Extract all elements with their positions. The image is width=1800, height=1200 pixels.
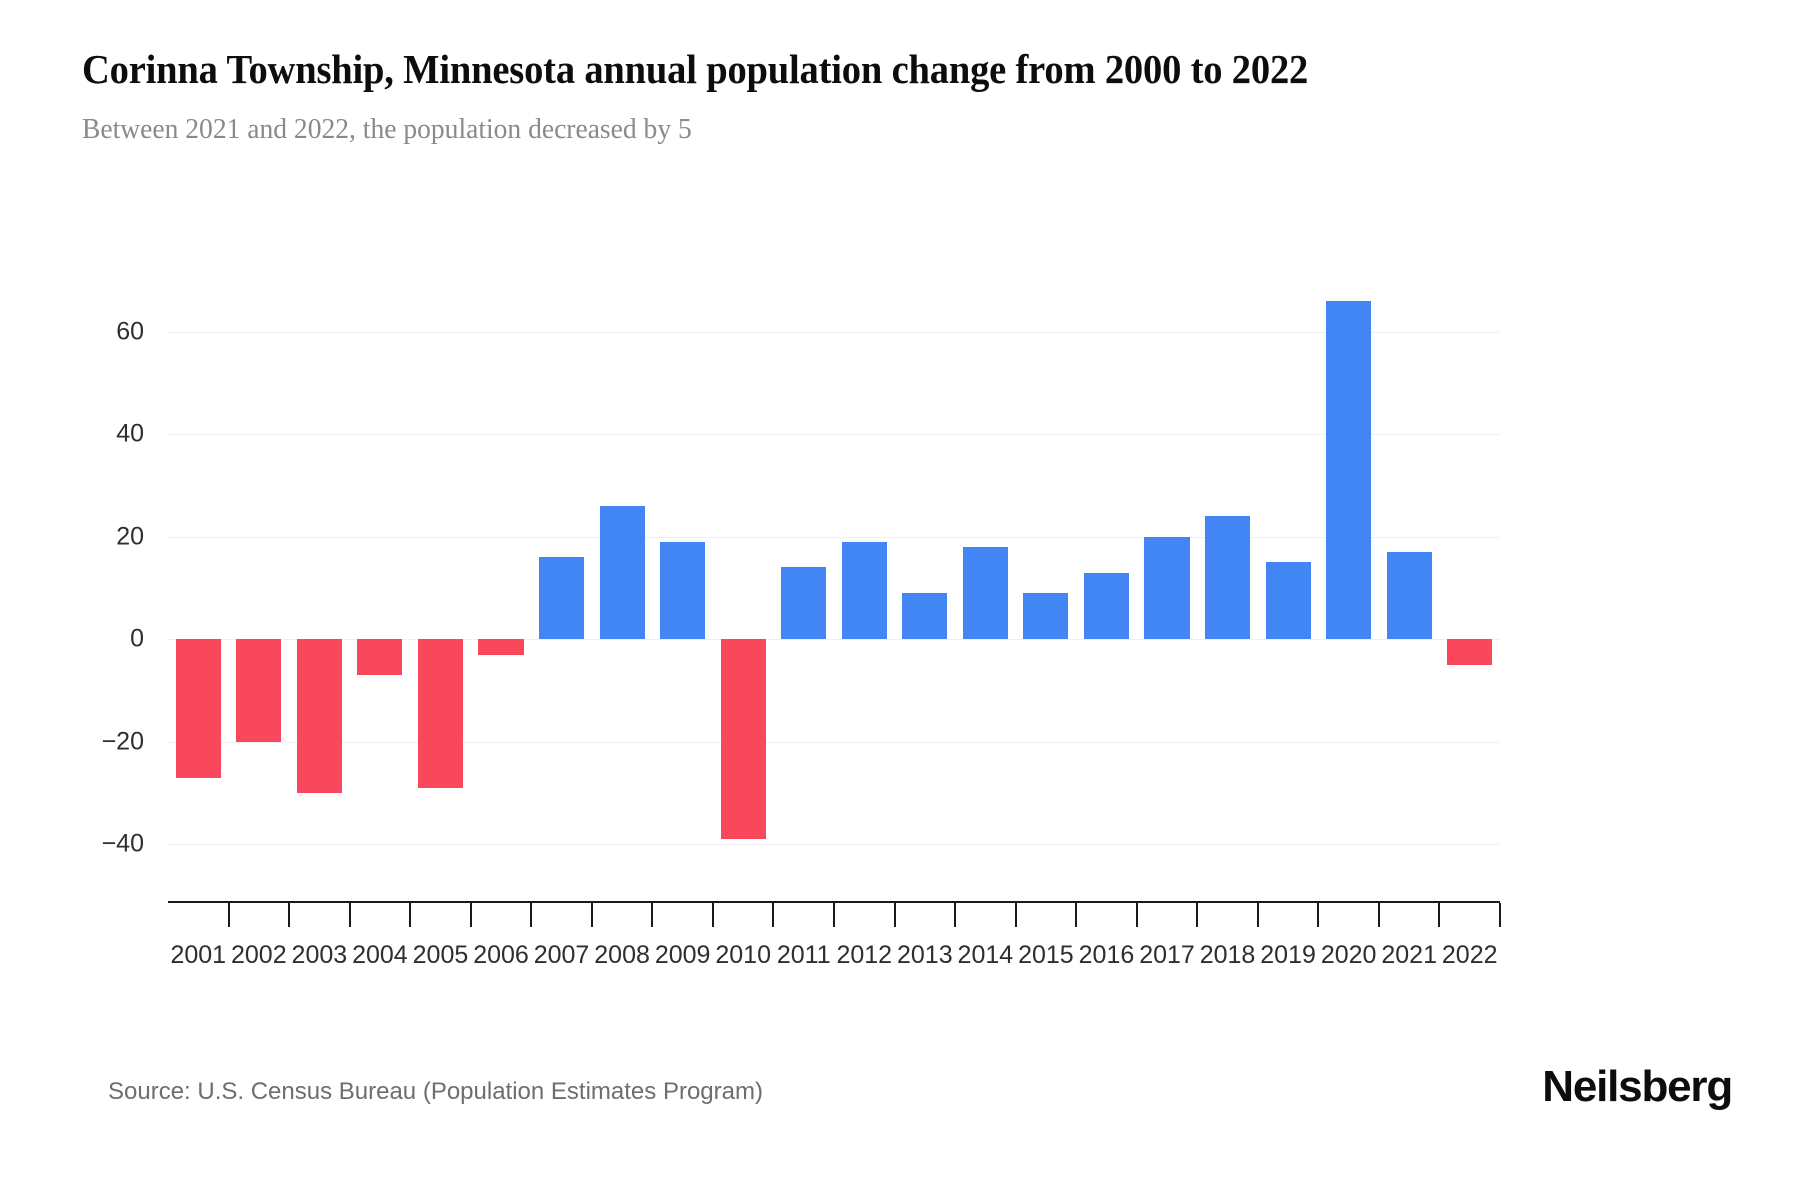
y-axis-tick-label: −40 xyxy=(101,829,144,858)
x-axis-tick xyxy=(1438,903,1441,927)
x-axis-tick-label-2008: 2008 xyxy=(594,941,650,969)
x-axis-tick-label-2006: 2006 xyxy=(473,941,529,969)
bar-2002[interactable] xyxy=(236,639,282,742)
gridline xyxy=(168,844,1500,846)
brand-logo: Neilsberg xyxy=(1542,1062,1733,1111)
x-axis-tick-label-2004: 2004 xyxy=(352,941,408,969)
bar-2016[interactable] xyxy=(1083,572,1129,640)
x-axis-tick-label-2020: 2020 xyxy=(1320,941,1377,969)
x-axis-tick xyxy=(409,903,412,927)
bar-2004[interactable] xyxy=(357,639,403,676)
bar-2007[interactable] xyxy=(538,557,585,640)
x-axis-tick-label-2010: 2010 xyxy=(715,941,771,969)
x-axis-tick xyxy=(1196,903,1199,927)
x-axis-tick xyxy=(772,903,775,927)
x-axis-tick-label-2001: 2001 xyxy=(170,941,227,969)
x-axis-tick xyxy=(288,903,291,927)
x-axis-tick xyxy=(1317,903,1320,927)
x-axis-tick xyxy=(469,903,472,927)
bar-2022[interactable] xyxy=(1447,639,1493,665)
y-axis-tick-label: 40 xyxy=(116,419,144,448)
x-axis-tick xyxy=(711,903,714,927)
x-axis-tick-label-2021: 2021 xyxy=(1381,941,1437,969)
bar-2009[interactable] xyxy=(660,541,706,640)
bar-2013[interactable] xyxy=(902,593,948,640)
bar-2010[interactable] xyxy=(720,639,766,840)
bar-2018[interactable] xyxy=(1204,516,1251,640)
chart-header: Corinna Township, Minnesota annual popul… xyxy=(82,44,1782,148)
x-axis-tick-label-2009: 2009 xyxy=(654,941,711,969)
source-note: Source: U.S. Census Bureau (Population E… xyxy=(108,1078,763,1105)
x-axis-tick xyxy=(227,903,230,927)
chart-subtitle: Between 2021 and 2022, the population de… xyxy=(82,113,692,145)
gridline xyxy=(168,741,1500,743)
x-axis-tick xyxy=(1499,903,1501,927)
x-axis-tick xyxy=(893,903,896,927)
x-axis-tick-label-2014: 2014 xyxy=(957,941,1014,969)
bar-2008[interactable] xyxy=(599,505,645,640)
x-axis-tick-label-2022: 2022 xyxy=(1441,941,1498,969)
y-axis-tick-label: 60 xyxy=(116,317,144,346)
y-axis-tick-label: 20 xyxy=(116,522,144,551)
x-axis-tick-label-2018: 2018 xyxy=(1199,941,1256,969)
gridline xyxy=(168,434,1500,436)
x-axis-tick-label-2003: 2003 xyxy=(291,941,348,969)
x-axis-line xyxy=(168,901,1500,903)
x-axis-tick xyxy=(1135,903,1138,927)
x-axis-tick-label-2005: 2005 xyxy=(412,941,469,969)
x-axis-tick xyxy=(530,903,533,927)
gridline xyxy=(168,639,1500,641)
x-axis-tick-label-2019: 2019 xyxy=(1260,941,1316,969)
x-axis-tick xyxy=(348,903,351,927)
x-axis-tick-label-2015: 2015 xyxy=(1018,941,1074,969)
bar-2006[interactable] xyxy=(478,639,524,655)
x-axis-tick-label-2007: 2007 xyxy=(533,941,590,969)
x-axis-tick-label-2002: 2002 xyxy=(231,941,287,969)
x-axis-tick xyxy=(833,903,835,927)
y-axis-tick-label: −20 xyxy=(101,727,144,756)
x-axis-tick-label-2017: 2017 xyxy=(1139,941,1195,969)
x-axis-tick xyxy=(1075,903,1078,927)
bar-2015[interactable] xyxy=(1023,593,1069,640)
bar-2020[interactable] xyxy=(1326,300,1372,640)
y-axis-tick-label: 0 xyxy=(130,624,144,653)
x-axis-tick xyxy=(954,903,957,927)
bar-2012[interactable] xyxy=(841,541,887,640)
x-axis-tick xyxy=(651,903,654,927)
x-axis-tick xyxy=(1377,903,1380,927)
x-axis-tick-label-2012: 2012 xyxy=(836,941,893,969)
gridline xyxy=(168,331,1500,333)
bars-group xyxy=(168,270,1500,875)
bar-2005[interactable] xyxy=(417,639,463,788)
bar-2021[interactable] xyxy=(1386,551,1432,640)
page-title: Corinna Township, Minnesota annual popul… xyxy=(82,46,1309,92)
bar-2017[interactable] xyxy=(1144,536,1190,640)
bar-2014[interactable] xyxy=(962,546,1008,640)
plot-inner xyxy=(168,270,1500,875)
gridline xyxy=(168,536,1500,538)
bar-2019[interactable] xyxy=(1265,562,1311,640)
x-axis-tick xyxy=(1014,903,1017,927)
bar-2011[interactable] xyxy=(781,567,827,640)
x-axis-tick-label-2011: 2011 xyxy=(776,941,831,969)
x-axis-tick xyxy=(590,903,593,927)
bar-2001[interactable] xyxy=(175,639,221,778)
bar-2003[interactable] xyxy=(296,639,342,793)
x-axis-tick xyxy=(1256,903,1259,927)
x-axis-tick-label-2016: 2016 xyxy=(1078,941,1135,969)
x-axis-tick-label-2013: 2013 xyxy=(897,941,953,969)
